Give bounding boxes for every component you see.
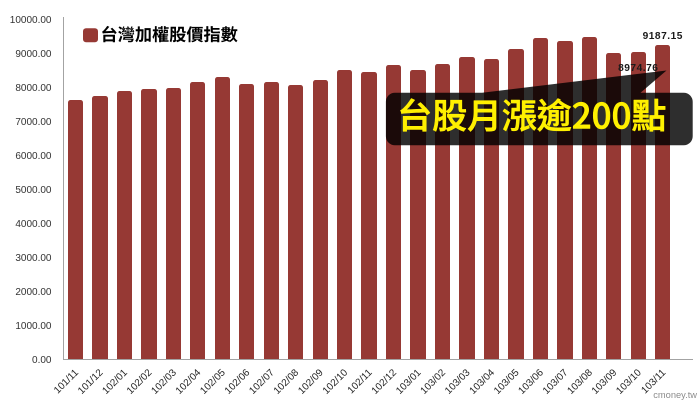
svg-text:102/09: 102/09 [296,367,326,397]
svg-text:102/05: 102/05 [198,367,228,397]
svg-text:103/02: 103/02 [419,367,449,397]
svg-text:102/08: 102/08 [272,367,302,397]
svg-text:102/04: 102/04 [174,367,204,397]
svg-text:103/08: 103/08 [566,367,596,397]
svg-text:102/12: 102/12 [370,367,400,397]
svg-text:102/11: 102/11 [346,367,375,396]
svg-text:102/01: 102/01 [101,367,131,397]
svg-text:102/03: 102/03 [150,367,180,397]
svg-text:103/01: 103/01 [394,367,424,397]
svg-text:101/11: 101/11 [52,367,81,396]
svg-text:102/02: 102/02 [125,367,155,397]
svg-text:103/07: 103/07 [541,367,571,397]
svg-text:103/10: 103/10 [614,367,644,397]
svg-text:103/09: 103/09 [590,367,620,397]
svg-text:102/07: 102/07 [247,367,277,397]
svg-text:102/10: 102/10 [321,367,351,397]
svg-text:101/12: 101/12 [76,367,106,397]
svg-text:102/06: 102/06 [223,367,253,397]
svg-text:103/03: 103/03 [443,367,473,397]
svg-text:103/04: 103/04 [468,367,498,397]
svg-text:103/05: 103/05 [492,367,522,397]
svg-text:103/06: 103/06 [517,367,547,397]
